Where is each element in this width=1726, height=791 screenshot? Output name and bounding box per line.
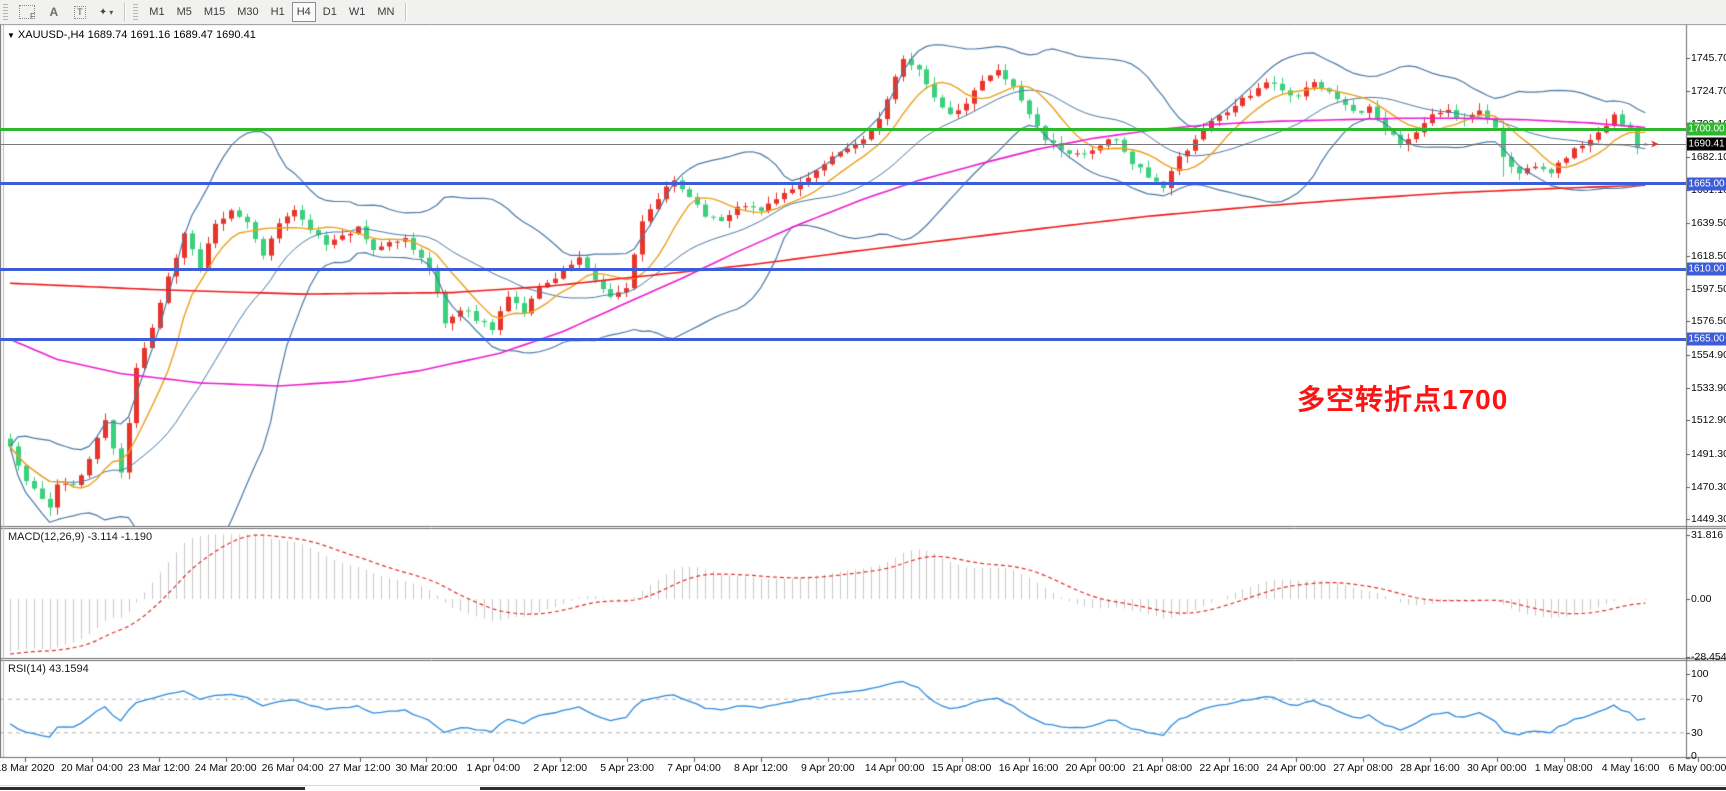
time-axis-label: 4 May 16:00 [1601,762,1660,774]
timeframe-button-m5[interactable]: M5 [172,2,197,22]
macd-scale-label: -28.454 [1691,650,1726,663]
price-axis-label: 1745.70 [1691,52,1726,64]
price-axis-label: 1554.90 [1691,349,1726,361]
timeframe-group: M1 M5 M15 M30 H1 H4 D1 W1 MN [143,2,400,22]
time-axis-label: 27 Apr 08:00 [1333,762,1393,774]
price-arrow-icon: ➤ [1650,138,1660,151]
toolbar: F A T ✦ ▾ M1 M5 M15 M30 H1 H4 D1 W1 MN [0,0,1726,25]
level-price-label: 1565.00 [1687,332,1726,346]
time-axis-label: 8 Apr 12:00 [734,762,788,774]
effects-grid-icon [19,5,35,19]
time-axis-label: 9 Apr 20:00 [800,762,855,774]
price-axis-label: 1639.50 [1691,217,1726,230]
time-axis-label: 20 Apr 00:00 [1065,762,1126,774]
current-price-label: 1690.41 [1687,137,1726,151]
time-axis-label: 14 Apr 00:00 [864,762,925,774]
price-axis-label: 1597.50 [1691,282,1726,295]
macd-scale-label: 31.816 [1691,528,1724,541]
price-axis-label: 1533.90 [1691,381,1726,394]
price-axis-label: 1470.30 [1691,480,1726,493]
toolbar-separator [124,3,126,21]
time-axis-label: 24 Mar 20:00 [194,762,257,774]
price-axis-label: 1724.70 [1691,84,1726,97]
price-axis-label: 1618.50 [1691,250,1726,262]
time-axis-label: 20 Mar 04:00 [60,762,123,774]
toolbar-grip[interactable] [133,4,139,20]
time-axis-label: 28 Apr 16:00 [1400,762,1460,774]
label-tool-icon: T [74,5,86,19]
level-line-1565.00[interactable] [0,337,1686,341]
timeframe-button-h1[interactable]: H1 [266,2,290,22]
time-axis-label: 22 Apr 16:00 [1199,762,1259,774]
time-axis-label: 7 Apr 04:00 [667,762,721,774]
chart-title-text: XAUUSD-,H4 1689.74 1691.16 1689.47 1690.… [17,29,256,41]
chart-annotation[interactable]: 多空转折点1700 [1297,384,1509,415]
price-axis-label: 1576.50 [1691,315,1726,328]
label-tool-button[interactable]: T [68,2,92,22]
rsi-scale-label: 100 [1691,668,1709,680]
rsi-scale-label: 0 [1691,750,1697,763]
effects-f-label: F [30,11,35,21]
scrollbar-thumb[interactable] [480,787,1726,790]
timeframe-button-h4[interactable]: H4 [291,2,316,22]
time-axis-label: 27 Mar 12:00 [328,762,391,774]
time-axis-label: 16 Apr 16:00 [998,762,1059,774]
dropdown-caret-icon: ▾ [109,7,114,17]
text-tool-icon: A [49,5,59,19]
time-axis-label: 30 Apr 00:00 [1467,762,1527,774]
timeframe-button-m30[interactable]: M30 [232,2,263,22]
level-line-1665.00[interactable] [0,182,1686,186]
time-axis-label: 21 Apr 08:00 [1132,762,1193,774]
time-axis-label: 18 Mar 2020 [0,762,55,774]
shapes-tool-button[interactable]: ✦ ▾ [94,2,118,22]
toolbar-separator [405,3,407,21]
level-price-label: 1665.00 [1687,177,1726,191]
price-axis-label: 1512.90 [1691,414,1726,427]
rsi-scale-label: 70 [1691,693,1703,706]
price-axis-label: 1449.30 [1691,513,1726,526]
timeframe-button-d1[interactable]: D1 [318,2,342,22]
macd-label: MACD(12,26,9) -3.114 -1.190 [8,531,153,543]
level-price-label: 1700.00 [1687,122,1726,136]
effects-tool-button[interactable]: F [14,2,40,22]
rsi-scale-label: 30 [1691,726,1703,739]
macd-scale-label: 0.00 [1691,593,1712,605]
time-axis-label: 24 Apr 00:00 [1266,762,1326,774]
time-axis-label: 30 Mar 20:00 [395,762,458,774]
chart-title: ▼ XAUUSD-,H4 1689.74 1691.16 1689.47 1690… [7,29,256,41]
time-axis-label: 6 May 00:00 [1668,762,1726,774]
current-price-line [0,144,1686,146]
scrollbar-track[interactable] [0,785,1726,786]
time-axis-label: 23 Mar 12:00 [127,762,190,774]
time-axis-label: 15 Apr 08:00 [931,762,992,774]
candlestick-chart-canvas[interactable] [0,24,1726,777]
time-axis-label: 26 Mar 04:00 [261,762,324,774]
time-axis-label: 2 Apr 12:00 [533,762,588,774]
timeframe-button-w1[interactable]: W1 [344,2,371,22]
timeframe-button-mn[interactable]: MN [372,2,399,22]
level-line-1610.00[interactable] [0,267,1686,271]
price-axis-label: 1491.30 [1691,448,1726,461]
scrollbar-segment[interactable] [0,787,305,790]
timeframe-button-m1[interactable]: M1 [144,2,169,22]
price-axis-label: 1682.10 [1691,151,1726,163]
chart-dropdown-icon[interactable]: ▼ [7,31,15,40]
shapes-tool-icon: ✦ [98,6,108,18]
time-axis-label: 1 May 08:00 [1534,762,1593,774]
time-axis-label: 1 Apr 04:00 [466,762,521,774]
text-tool-button[interactable]: A [42,2,66,22]
level-price-label: 1610.00 [1687,262,1726,276]
level-line-1700.00[interactable] [0,127,1686,131]
toolbar-grip[interactable] [3,4,8,20]
timeframe-button-m15[interactable]: M15 [199,2,230,22]
time-axis-label: 5 Apr 23:00 [600,762,654,774]
rsi-label: RSI(14) 43.1594 [8,663,89,675]
